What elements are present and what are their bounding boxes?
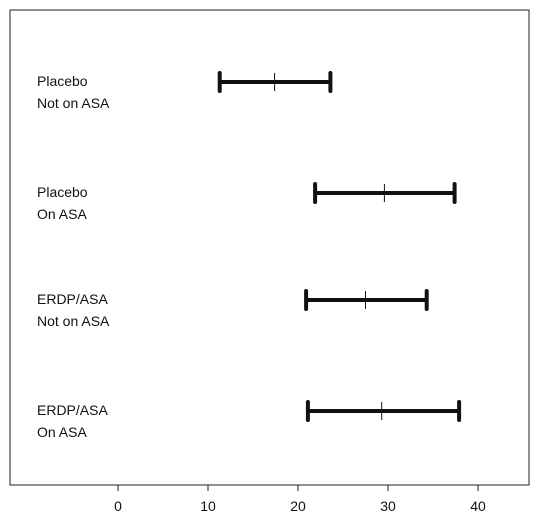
row-label: On ASA [37,424,87,440]
interval-row: ERDP/ASA On ASA [37,400,462,440]
x-axis: 0 10 20 30 40 [114,485,486,514]
interval-row: Placebo On ASA [37,182,457,222]
row-label: Not on ASA [37,95,110,111]
interval-row: ERDP/ASA Not on ASA [37,289,429,329]
x-tick-label: 20 [290,498,306,514]
row-label: ERDP/ASA [37,291,108,307]
interval-row: Placebo Not on ASA [37,71,333,111]
x-tick-label: 10 [200,498,216,514]
row-label: Not on ASA [37,313,110,329]
row-label: ERDP/ASA [37,402,108,418]
x-tick-label: 0 [114,498,122,514]
row-label: On ASA [37,206,87,222]
intervals: Placebo Not on ASA Placebo On ASA ERDP/ASA No… [37,71,462,440]
x-tick-label: 30 [380,498,396,514]
x-tick-label: 40 [470,498,486,514]
plot-frame [9,9,530,486]
row-label: Placebo [37,184,88,200]
row-label: Placebo [37,73,88,89]
